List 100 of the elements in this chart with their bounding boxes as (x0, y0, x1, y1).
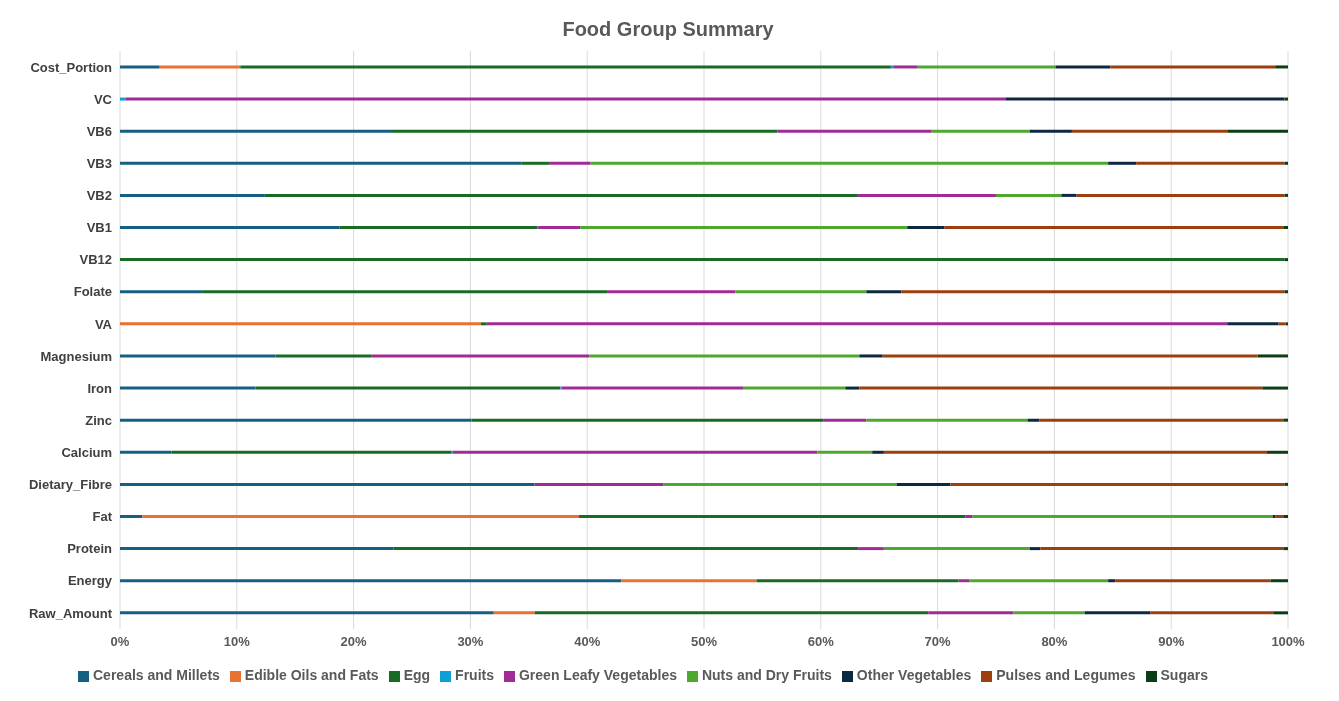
bar (1084, 611, 1151, 615)
bar (1027, 418, 1040, 422)
bar (917, 65, 1056, 69)
bar (607, 290, 736, 294)
bar (1055, 65, 1111, 69)
bar (1061, 193, 1077, 197)
bar (580, 226, 908, 230)
bar (1284, 193, 1288, 197)
bar (996, 193, 1062, 197)
bar (549, 161, 591, 165)
bar (1227, 129, 1288, 133)
y-tick-label: Calcium (61, 445, 112, 460)
bar (1266, 450, 1288, 454)
bar (371, 354, 590, 358)
bar (486, 322, 1228, 326)
y-tick-label: VC (93, 91, 113, 107)
bar (534, 611, 929, 615)
y-tick-label: Zinc (85, 412, 112, 428)
bar (965, 515, 973, 519)
bar (521, 161, 550, 165)
y-tick-label: VB12 (79, 252, 112, 268)
bar (120, 611, 494, 615)
legend-label: Other Vegetables (856, 667, 972, 683)
bar (120, 97, 126, 101)
bar (969, 579, 1109, 583)
bar (1283, 226, 1288, 230)
bar (663, 482, 897, 486)
bar (972, 515, 1273, 519)
bar (896, 482, 951, 486)
chart-title: Food Group Summary (561, 17, 775, 42)
bar (893, 65, 918, 69)
bar (120, 515, 143, 519)
bar (944, 226, 1284, 230)
bar (120, 290, 203, 294)
bar (120, 547, 394, 551)
bar (1040, 547, 1284, 551)
bar (756, 579, 959, 583)
bar (534, 482, 664, 486)
bar (1071, 129, 1228, 133)
y-tick-label: Protein (67, 541, 113, 557)
bar (1270, 579, 1288, 583)
bar (845, 386, 860, 390)
bar (777, 129, 932, 133)
bar (1275, 515, 1284, 519)
x-tick-label: 50% (690, 634, 718, 650)
bar (390, 129, 778, 133)
bar (817, 450, 873, 454)
bar (120, 65, 160, 69)
bar (857, 193, 996, 197)
bar (866, 418, 1028, 422)
bar (1029, 547, 1041, 551)
bar (859, 354, 883, 358)
x-tick-label: 0% (110, 634, 130, 650)
x-tick-label: 100% (1271, 634, 1306, 650)
bar (493, 611, 535, 615)
bar (866, 290, 902, 294)
bar (471, 418, 824, 422)
bar (1284, 290, 1288, 294)
bar (1257, 354, 1288, 358)
bar (1150, 611, 1274, 615)
bar (872, 450, 884, 454)
bar (907, 226, 945, 230)
bar (1005, 97, 1285, 101)
y-tick-label: VB3 (86, 156, 112, 171)
bar (1227, 322, 1279, 326)
bar (120, 579, 622, 583)
bar (240, 65, 891, 69)
bar (561, 386, 744, 390)
bar (1275, 65, 1288, 69)
bar (735, 290, 867, 294)
x-tick-label: 30% (457, 634, 484, 650)
bar (931, 129, 1030, 133)
bar (928, 611, 1014, 615)
bar (859, 386, 1263, 390)
bar (125, 97, 1006, 101)
bar (1284, 161, 1288, 165)
y-tick-label: Folate (73, 284, 112, 300)
bar (621, 579, 757, 583)
bar (579, 515, 966, 519)
x-tick-label: 90% (1158, 634, 1185, 650)
legend-label: Nuts and Dry Fruits (701, 667, 832, 683)
x-tick-label: 40% (574, 634, 601, 650)
legend-label: Egg (403, 667, 431, 683)
x-tick-label: 70% (924, 634, 952, 650)
bar (1283, 515, 1288, 519)
y-tick-label: Raw_Amount (28, 605, 113, 621)
bar (1029, 129, 1072, 133)
bar (1284, 482, 1288, 486)
bar (1076, 193, 1285, 197)
legend-label: Sugars (1160, 667, 1208, 683)
y-tick-label: VB6 (86, 123, 112, 139)
bar (120, 418, 472, 422)
bar (590, 161, 1109, 165)
x-tick-label: 60% (807, 634, 835, 650)
y-tick-label: VB2 (86, 188, 112, 204)
bar (120, 258, 1285, 262)
y-tick-label: Energy (67, 573, 113, 589)
y-tick-label: Cost_Portion (30, 59, 113, 75)
bar (950, 482, 1285, 486)
bar (901, 290, 1285, 294)
